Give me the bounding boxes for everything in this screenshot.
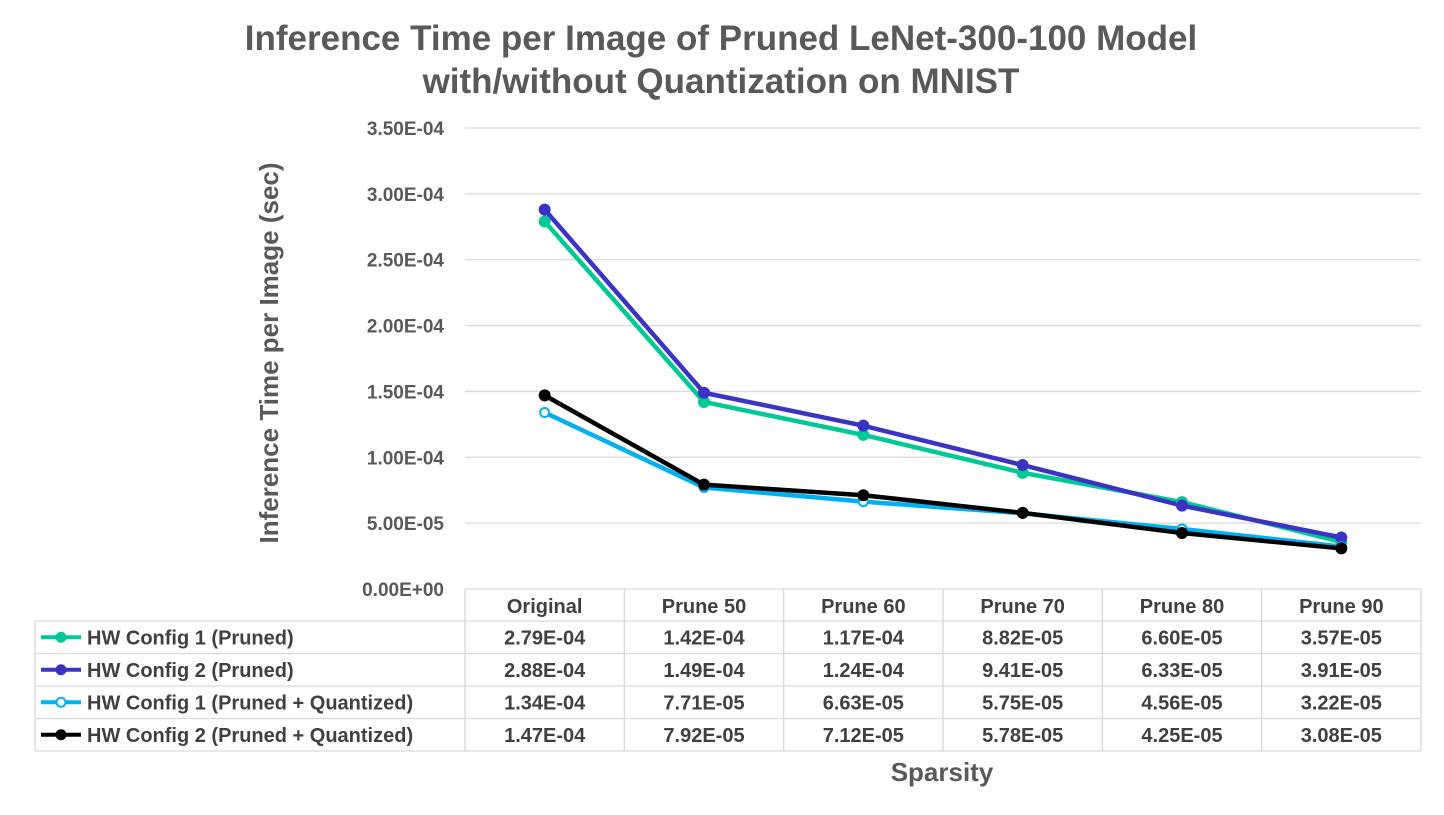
data-table-cell: 1.17E-04	[823, 627, 905, 649]
legend-label: HW Config 1 (Pruned)	[87, 627, 294, 649]
chart-title-line1: Inference Time per Image of Pruned LeNet…	[245, 19, 1197, 58]
y-tick-label: 0.00E+00	[362, 580, 444, 601]
data-table-cell: 3.91E-05	[1301, 660, 1382, 682]
y-tick-label: 1.00E-04	[367, 448, 445, 469]
data-point	[1176, 527, 1188, 540]
data-table-cell: 1.49E-04	[663, 660, 745, 682]
data-table-cell: 5.75E-05	[982, 692, 1063, 714]
data-point	[1176, 499, 1188, 512]
data-table-cell: 6.63E-05	[823, 692, 904, 714]
data-table-cell: 3.22E-05	[1301, 692, 1382, 714]
x-category-label: Original	[507, 596, 583, 618]
data-table-cell: 1.24E-04	[823, 660, 905, 682]
data-table-cell: 4.56E-05	[1141, 692, 1222, 714]
series-line	[542, 207, 1344, 540]
y-tick-label: 3.50E-04	[367, 119, 445, 140]
data-table-cell: 3.57E-05	[1301, 627, 1382, 649]
data-point	[539, 407, 551, 419]
series-lines	[542, 207, 1344, 551]
data-point	[1016, 459, 1029, 472]
data-table-cell: 5.78E-05	[982, 725, 1063, 747]
y-tick-label: 2.50E-04	[367, 251, 445, 272]
x-category-label: Prune 60	[821, 596, 905, 618]
legend-label: HW Config 2 (Pruned)	[87, 660, 294, 682]
y-tick-label: 3.00E-04	[367, 185, 445, 206]
series-line	[542, 410, 1344, 549]
legend-label: HW Config 1 (Pruned + Quantized)	[87, 692, 413, 714]
data-point	[698, 386, 710, 399]
data-table-cell: 7.71E-05	[663, 692, 744, 714]
data-table: Original Prune 50 Prune 60 Prune 70 Prune 80…	[34, 588, 1422, 752]
data-point	[857, 489, 870, 502]
data-table-cell: 2.88E-04	[504, 660, 586, 682]
series-line	[542, 393, 1344, 551]
data-table-cell: 8.82E-05	[982, 627, 1063, 649]
data-table-cell: 9.41E-05	[982, 660, 1063, 682]
y-axis-label: Inference Time per Image (sec)	[254, 162, 284, 543]
data-table-cell: 1.42E-04	[663, 627, 745, 649]
data-point	[538, 389, 551, 402]
data-point	[1016, 506, 1029, 519]
legend-marker-swatch	[55, 664, 67, 676]
y-tick-label: 2.00E-04	[367, 317, 445, 338]
chart-title-line2: with/without Quantization on MNIST	[422, 62, 1020, 101]
x-category-label: Prune 90	[1299, 596, 1383, 618]
legend-label: HW Config 2 (Pruned + Quantized)	[87, 725, 413, 747]
legend-marker-swatch	[55, 631, 67, 643]
data-point	[538, 215, 551, 228]
series-markers	[538, 203, 1348, 555]
data-table-cell: 7.92E-05	[663, 725, 744, 747]
data-table-cell: 3.08E-05	[1301, 725, 1382, 747]
series-line	[542, 219, 1344, 545]
x-category-label: Prune 70	[980, 596, 1064, 618]
legend-marker-swatch	[55, 729, 67, 741]
data-table-cell: 2.79E-04	[504, 627, 586, 649]
data-table-cell: 1.47E-04	[504, 725, 586, 747]
data-table-cell: 4.25E-05	[1141, 725, 1222, 747]
y-tick-label: 1.50E-04	[367, 382, 445, 403]
data-point	[538, 203, 551, 216]
data-table-cell: 7.12E-05	[823, 725, 904, 747]
data-table-cell: 1.34E-04	[504, 692, 586, 714]
data-table-cell: 6.33E-05	[1141, 660, 1222, 682]
y-tick-label: 5.00E-05	[367, 514, 445, 535]
x-category-label: Prune 80	[1140, 596, 1224, 618]
y-axis-ticks: 0.00E+00 5.00E-05 1.00E-04 1.50E-04 2.00E-04…	[362, 119, 444, 601]
data-point	[698, 478, 710, 491]
x-category-label: Prune 50	[662, 596, 746, 618]
legend-marker-swatch	[55, 696, 67, 708]
data-point	[857, 419, 870, 432]
gridlines	[465, 127, 1421, 524]
data-table-cell: 6.60E-05	[1141, 627, 1222, 649]
x-axis-label: Sparsity	[891, 757, 994, 787]
data-point	[1335, 542, 1348, 555]
